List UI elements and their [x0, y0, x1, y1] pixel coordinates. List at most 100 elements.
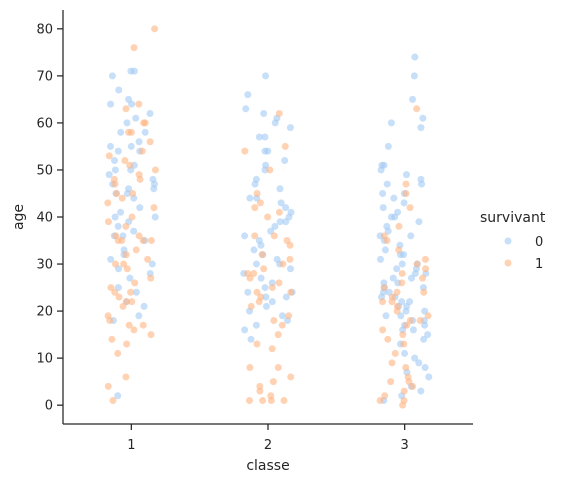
data-point-survivant-0: [130, 227, 138, 235]
data-point-survivant-0: [411, 354, 419, 362]
data-point-survivant-1: [413, 260, 421, 268]
data-point-survivant-0: [282, 293, 290, 301]
data-point-survivant-1: [395, 222, 403, 230]
y-tick-label: 20: [36, 305, 53, 320]
data-point-survivant-1: [113, 189, 121, 197]
data-point-survivant-1: [246, 274, 254, 282]
data-point-survivant-1: [253, 288, 261, 296]
data-point-survivant-0: [253, 260, 261, 268]
data-point-survivant-1: [395, 246, 403, 254]
data-point-survivant-0: [400, 199, 408, 207]
y-axis-label: age: [11, 204, 27, 230]
data-point-survivant-1: [285, 312, 293, 320]
data-point-survivant-0: [250, 246, 258, 254]
data-point-survivant-0: [246, 194, 254, 202]
data-point-survivant-0: [383, 180, 391, 188]
y-tick-label: 50: [36, 163, 53, 178]
data-point-survivant-0: [123, 189, 131, 197]
data-point-survivant-1: [104, 199, 112, 207]
data-point-survivant-1: [268, 284, 276, 292]
data-point-survivant-1: [118, 194, 126, 202]
data-point-survivant-0: [140, 302, 148, 310]
data-point-survivant-0: [141, 128, 149, 136]
data-point-survivant-1: [387, 378, 395, 386]
data-point-survivant-0: [111, 213, 119, 221]
data-point-survivant-1: [147, 274, 155, 282]
data-point-survivant-1: [135, 232, 143, 240]
data-point-survivant-1: [128, 213, 136, 221]
data-point-survivant-0: [262, 302, 270, 310]
data-point-survivant-1: [253, 340, 261, 348]
data-point-survivant-1: [256, 387, 264, 395]
data-point-survivant-1: [147, 331, 155, 339]
data-point-survivant-1: [393, 307, 401, 315]
data-point-survivant-1: [384, 335, 392, 343]
data-point-survivant-0: [402, 171, 410, 179]
data-point-survivant-1: [144, 255, 152, 263]
data-point-survivant-0: [148, 260, 156, 268]
data-point-survivant-0: [417, 124, 425, 132]
data-point-survivant-0: [425, 373, 433, 381]
data-point-survivant-1: [379, 326, 387, 334]
data-point-survivant-0: [114, 147, 122, 155]
y-tick-label: 80: [36, 22, 53, 37]
data-point-survivant-0: [127, 142, 135, 150]
data-point-survivant-0: [150, 185, 158, 193]
data-point-survivant-0: [251, 180, 259, 188]
data-point-survivant-0: [107, 100, 115, 108]
data-point-survivant-0: [397, 312, 405, 320]
legend-label-1: 1: [535, 257, 543, 272]
data-point-survivant-1: [286, 255, 294, 263]
data-point-survivant-0: [409, 326, 417, 334]
legend-label-0: 0: [535, 235, 543, 250]
data-point-survivant-1: [398, 279, 406, 287]
x-axis-ticks: 1 2 3: [127, 424, 409, 453]
data-point-survivant-1: [138, 147, 146, 155]
data-point-survivant-1: [267, 396, 275, 404]
data-point-survivant-1: [422, 265, 430, 273]
data-point-survivant-0: [244, 288, 252, 296]
data-point-survivant-0: [146, 110, 154, 117]
data-point-survivant-1: [147, 237, 155, 245]
data-point-survivant-0: [281, 157, 289, 165]
data-point-survivant-0: [257, 241, 265, 249]
data-point-survivant-1: [287, 288, 295, 296]
data-point-survivant-1: [275, 110, 283, 117]
data-point-survivant-1: [281, 142, 289, 150]
data-point-survivant-1: [104, 382, 112, 390]
data-point-survivant-0: [409, 95, 417, 103]
data-point-survivant-1: [135, 100, 143, 108]
data-point-survivant-0: [277, 199, 285, 207]
data-point-survivant-1: [250, 269, 258, 277]
data-point-survivant-1: [246, 364, 254, 372]
data-point-survivant-1: [129, 189, 137, 197]
data-point-survivant-0: [389, 274, 397, 282]
data-point-survivant-0: [114, 392, 122, 400]
data-point-survivant-1: [123, 265, 131, 273]
data-point-survivant-1: [123, 340, 131, 348]
data-point-survivant-0: [255, 133, 263, 141]
data-point-survivant-0: [381, 246, 389, 254]
data-point-survivant-1: [398, 269, 406, 277]
data-point-survivant-1: [139, 321, 147, 329]
data-point-survivant-1: [270, 317, 278, 324]
data-point-survivant-1: [388, 298, 396, 306]
data-point-survivant-0: [408, 274, 416, 282]
x-tick-label: 3: [401, 438, 409, 453]
data-point-survivant-0: [384, 142, 392, 150]
data-point-survivant-0: [107, 255, 115, 263]
data-point-survivant-1: [122, 105, 130, 113]
data-point-survivant-0: [261, 284, 269, 292]
data-point-survivant-1: [393, 288, 401, 296]
data-point-survivant-1: [419, 274, 427, 282]
data-point-survivant-0: [261, 147, 269, 155]
data-point-survivant-1: [111, 180, 119, 188]
data-point-survivant-0: [151, 213, 159, 221]
data-point-survivant-1: [406, 317, 414, 324]
data-point-survivant-0: [418, 180, 426, 188]
data-point-survivant-1: [251, 232, 259, 240]
data-point-survivant-0: [111, 166, 119, 174]
data-point-survivant-1: [376, 396, 384, 404]
data-point-survivant-1: [119, 302, 127, 310]
